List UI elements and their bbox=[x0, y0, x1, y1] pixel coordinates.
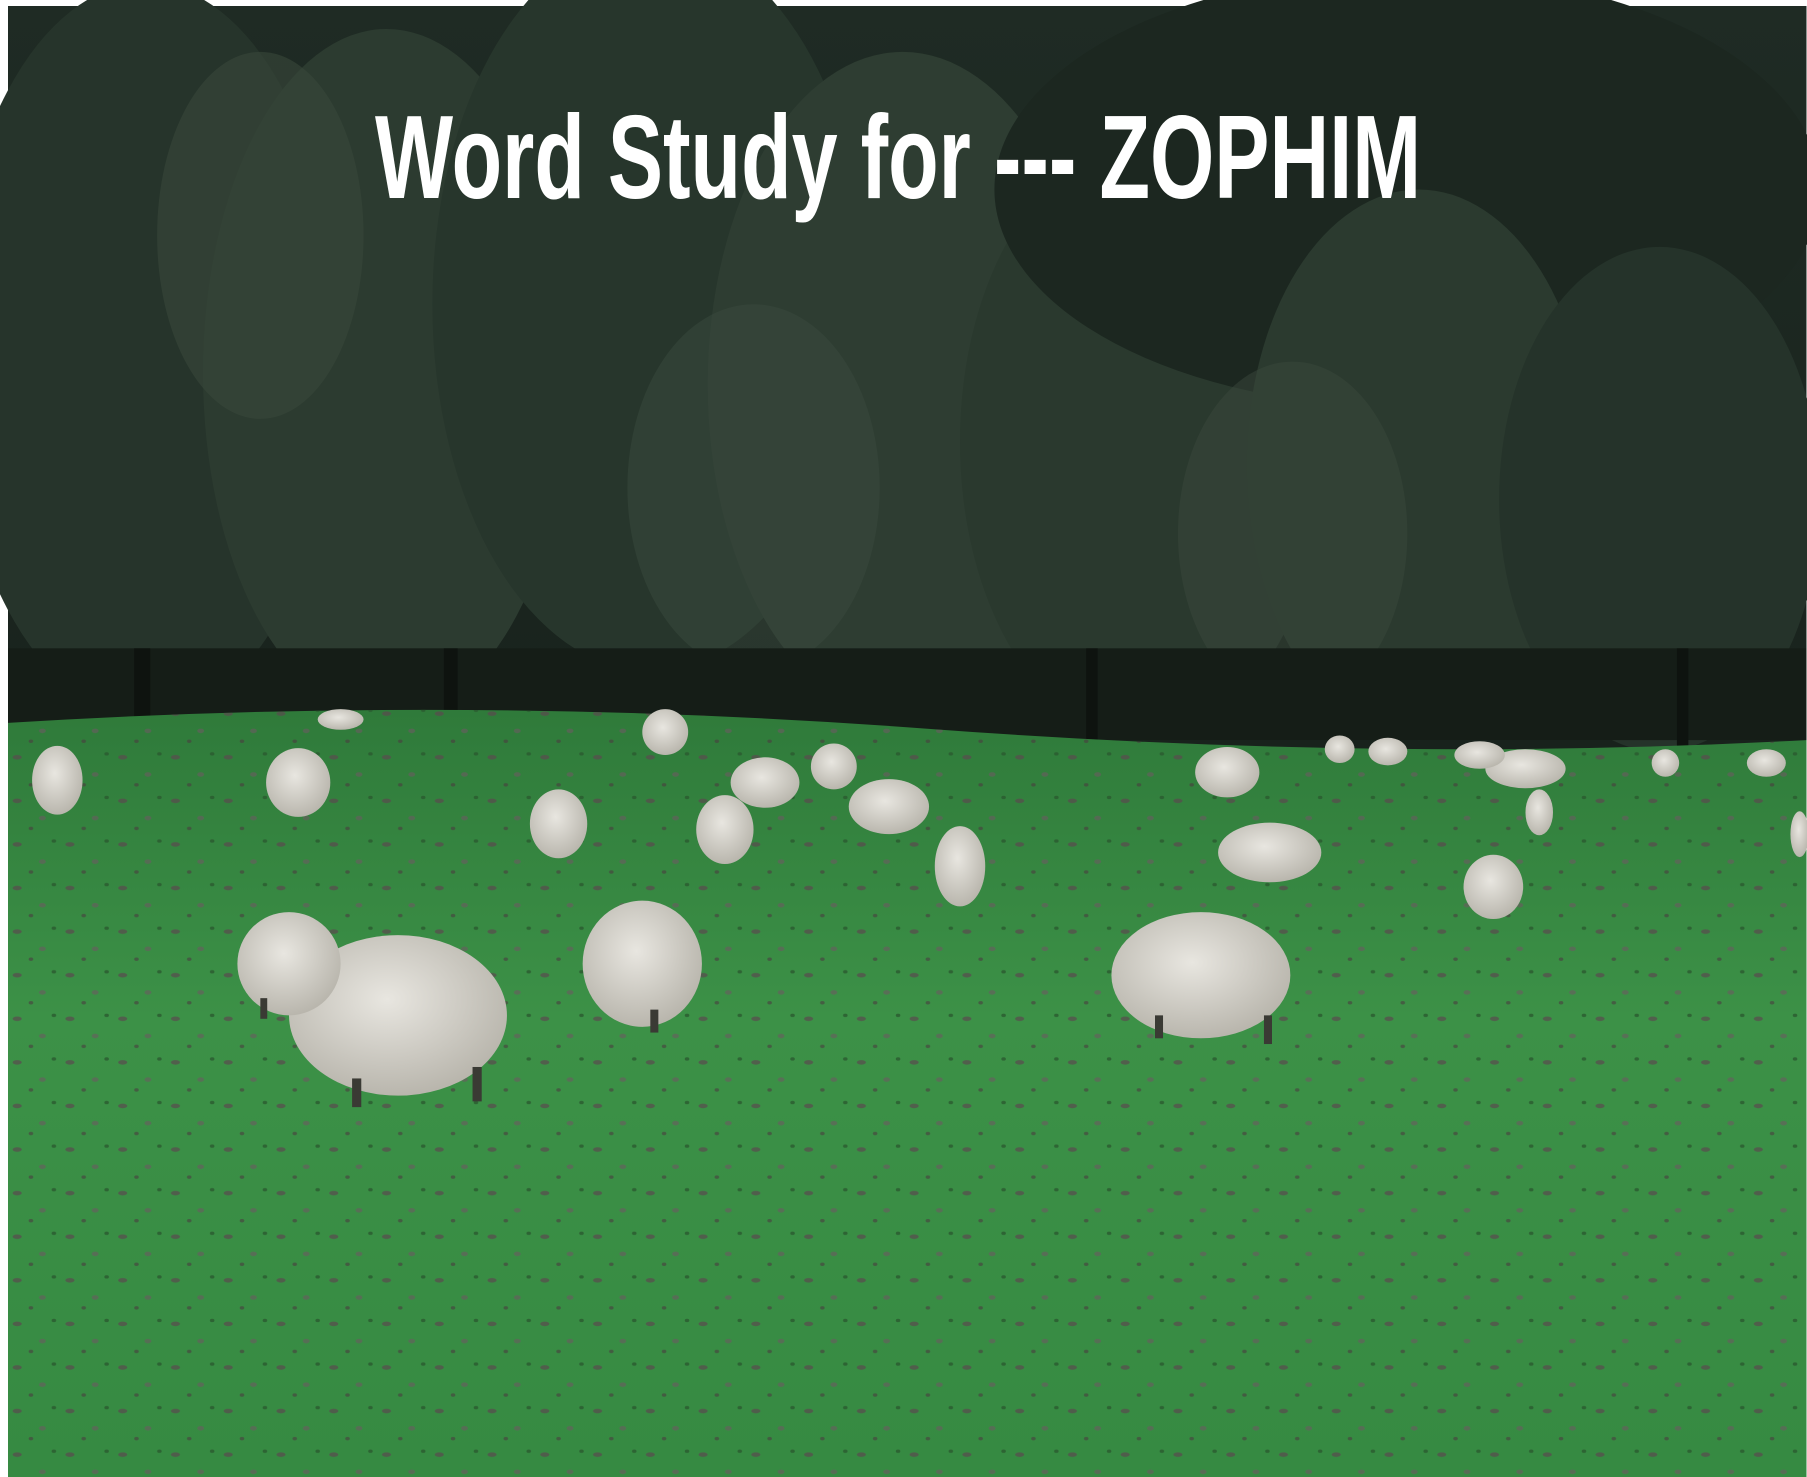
title: Word Study for --- ZOPHIM bbox=[375, 91, 1421, 224]
scene: Word Study for --- ZOPHIM bbox=[0, 0, 1807, 1477]
photo: Word Study for --- ZOPHIM bbox=[0, 0, 1807, 1477]
page: {"title": "Word Study for --- ZOPHIM"} bbox=[0, 0, 1807, 1477]
